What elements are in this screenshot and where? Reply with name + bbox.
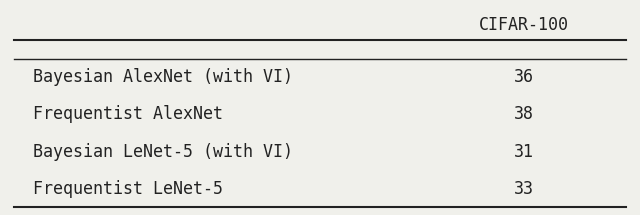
Text: CIFAR-100: CIFAR-100 xyxy=(479,16,569,34)
Text: Bayesian LeNet-5 (with VI): Bayesian LeNet-5 (with VI) xyxy=(33,143,293,161)
Text: Bayesian AlexNet (with VI): Bayesian AlexNet (with VI) xyxy=(33,68,293,86)
Text: 31: 31 xyxy=(514,143,534,161)
Text: 36: 36 xyxy=(514,68,534,86)
Text: 33: 33 xyxy=(514,180,534,198)
Text: Frequentist LeNet-5: Frequentist LeNet-5 xyxy=(33,180,223,198)
Text: 38: 38 xyxy=(514,105,534,123)
Text: Frequentist AlexNet: Frequentist AlexNet xyxy=(33,105,223,123)
